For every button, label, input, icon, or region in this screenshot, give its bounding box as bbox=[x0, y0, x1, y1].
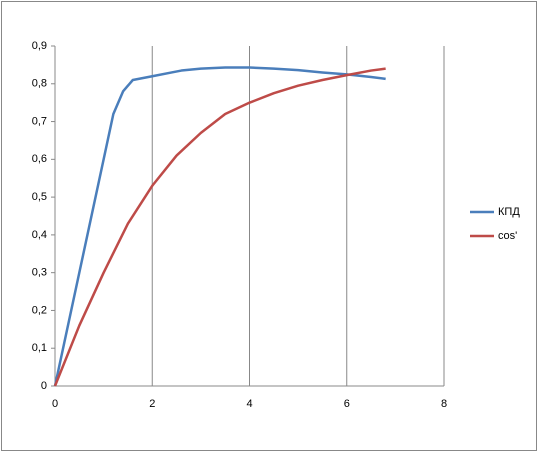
y-tick-label: 0,4 bbox=[32, 229, 47, 241]
x-tick-label: 4 bbox=[246, 398, 252, 410]
y-tick-label: 0,2 bbox=[32, 304, 47, 316]
series-line bbox=[53, 67, 386, 387]
x-tick-label: 0 bbox=[52, 398, 58, 410]
y-tick-label: 0,1 bbox=[32, 342, 47, 354]
y-tick-label: 0,5 bbox=[32, 191, 47, 203]
x-tick-label: 8 bbox=[441, 398, 447, 410]
y-tick-label: 0,7 bbox=[32, 115, 47, 127]
legend-label: cos' bbox=[498, 230, 517, 242]
x-tick-label: 2 bbox=[149, 398, 155, 410]
y-tick-label: 0,8 bbox=[32, 78, 47, 90]
legend-label: КПД bbox=[498, 206, 520, 218]
y-tick-label: 0,3 bbox=[32, 267, 47, 279]
y-tick-label: 0 bbox=[41, 380, 47, 392]
x-tick-label: 6 bbox=[344, 398, 350, 410]
y-tick-label: 0,9 bbox=[32, 40, 47, 52]
series-line bbox=[53, 66, 386, 387]
y-tick-label: 0,6 bbox=[32, 153, 47, 165]
